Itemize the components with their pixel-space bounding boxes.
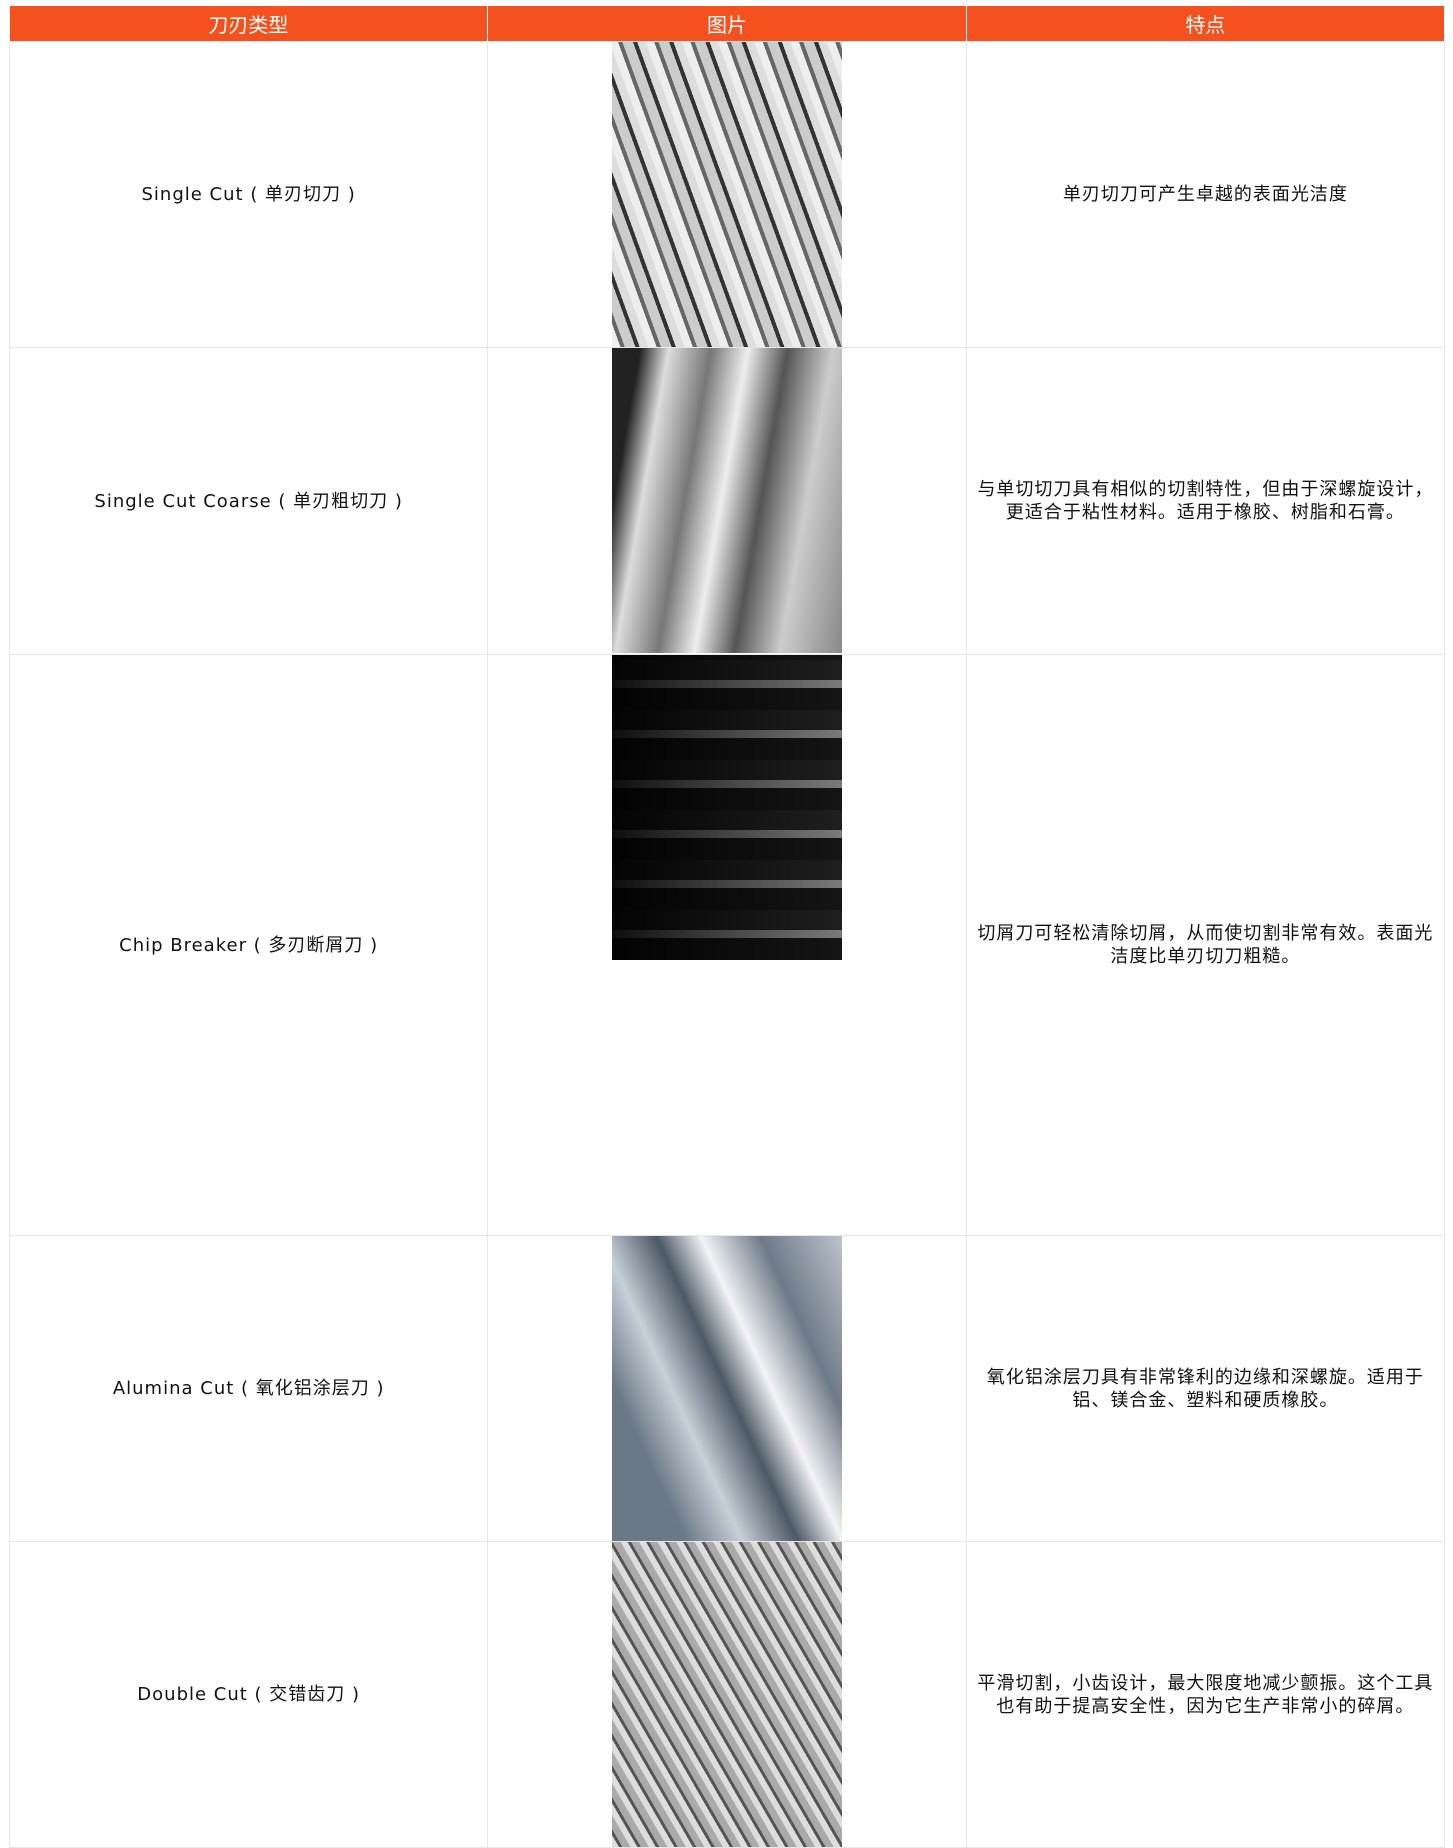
feature: 平滑切割，小齿设计，最大限度地减少颤振。这个工具也有助于提高安全性，因为它生产非… — [965, 1541, 1446, 1848]
table-wrap: 刀刃类型 图片 特点 Single Cut ( 单刃切刀 ) 单刃切刀可产生卓越的… — [8, 6, 1446, 1848]
blade-type: Double Cut ( 交错齿刀 ) — [8, 1541, 489, 1848]
feature: 切屑刀可轻松清除切屑，从而使切割非常有效。表面光洁度比单刃切刀粗糙。 — [965, 654, 1446, 1236]
feature: 氧化铝涂层刀具有非常锋利的边缘和深螺旋。适用于铝、镁合金、塑料和硬质橡胶。 — [965, 1235, 1446, 1542]
header-cell: 特点 — [966, 6, 1446, 42]
blade-type: Alumina Cut ( 氧化铝涂层刀 ) — [8, 1235, 489, 1542]
table-row: Single Cut ( 单刃切刀 ) 单刃切刀可产生卓越的表面光洁度 — [8, 41, 1446, 348]
image-cell — [487, 1235, 967, 1542]
table-row: Alumina Cut ( 氧化铝涂层刀 ) 氧化铝涂层刀具有非常锋利的边缘和深螺… — [8, 1235, 1446, 1542]
image-cell — [487, 41, 967, 348]
header-cell: 图片 — [487, 6, 967, 42]
burr-table: 刀刃类型 图片 特点 Single Cut ( 单刃切刀 ) 单刃切刀可产生卓越的… — [8, 6, 1446, 1848]
image-cell — [487, 347, 967, 655]
blade-image — [611, 1236, 842, 1541]
blade-image — [611, 655, 842, 960]
feature: 单刃切刀可产生卓越的表面光洁度 — [965, 41, 1446, 348]
table-row: Double Cut ( 交错齿刀 ) 平滑切割，小齿设计，最大限度地减少颤振。这… — [8, 1541, 1446, 1848]
blade-image — [611, 1542, 842, 1847]
header-cell: 刀刃类型 — [9, 6, 489, 42]
blade-type: Chip Breaker ( 多刃断屑刀 ) — [8, 654, 489, 1236]
image-cell — [487, 1541, 967, 1848]
blade-image — [611, 348, 842, 653]
blade-image — [611, 42, 842, 347]
header-row: 刀刃类型 图片 特点 — [9, 6, 1446, 42]
table-row: Single Cut Coarse ( 单刃粗切刀 ) 与单切切刀具有相似的切割特… — [8, 347, 1446, 655]
image-cell — [487, 654, 967, 1236]
table-body: Single Cut ( 单刃切刀 ) 单刃切刀可产生卓越的表面光洁度 Single… — [8, 41, 1446, 1848]
blade-type: Single Cut Coarse ( 单刃粗切刀 ) — [8, 347, 489, 655]
feature: 与单切切刀具有相似的切割特性，但由于深螺旋设计，更适合于粘性材料。适用于橡胶、树… — [965, 347, 1446, 655]
table-row: Chip Breaker ( 多刃断屑刀 ) 切屑刀可轻松清除切屑，从而使切割非常… — [8, 654, 1446, 1236]
blade-type: Single Cut ( 单刃切刀 ) — [8, 41, 489, 348]
